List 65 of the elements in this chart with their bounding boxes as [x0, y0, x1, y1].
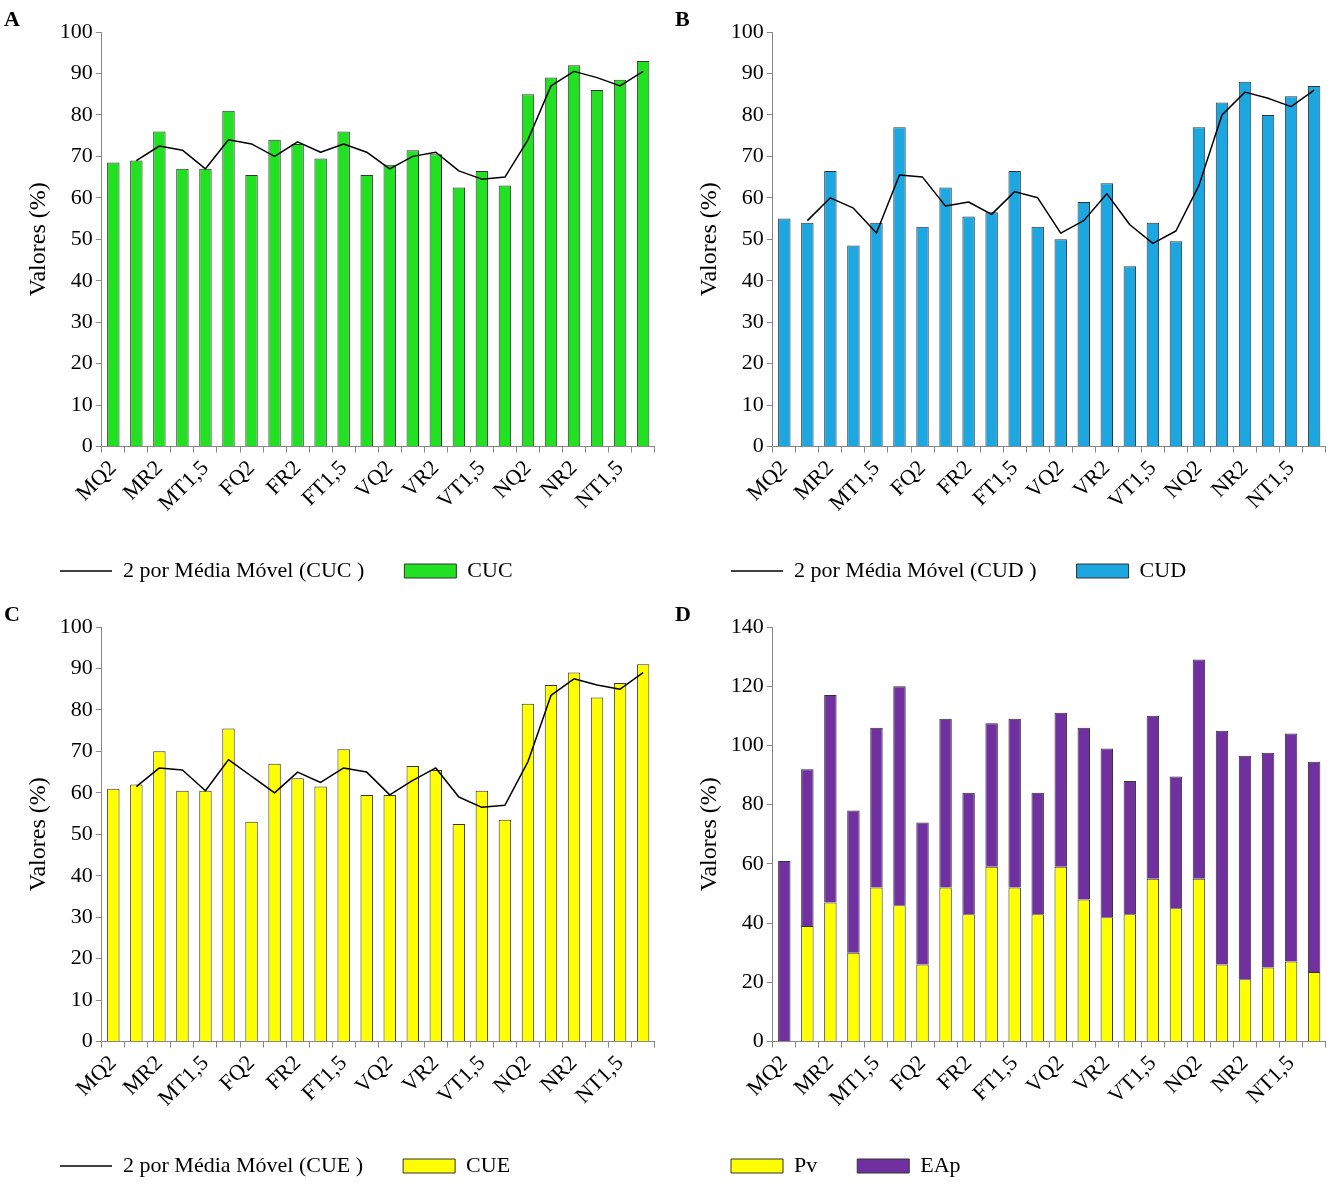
y-tick-label: 10	[70, 985, 93, 1011]
y-tick-label: 80	[70, 695, 93, 721]
x-tick-label: VQ2	[1020, 1049, 1069, 1098]
y-tick-label: 80	[70, 100, 93, 126]
y-tick-label: 0	[752, 432, 764, 458]
y-tick-label: 90	[70, 654, 93, 680]
y-tick-label: 50	[70, 225, 93, 251]
y-tick-label: 40	[741, 266, 764, 292]
y-axis-title: Valores (%)	[23, 182, 50, 297]
y-tick-label: 0	[81, 432, 93, 458]
y-tick-label: 60	[741, 183, 764, 209]
y-tick-label: 10	[741, 390, 764, 416]
y-tick-label: 80	[741, 790, 764, 816]
y-tick-label: 50	[70, 820, 93, 846]
y-tick-label: 120	[730, 672, 764, 697]
y-tick-label: 40	[70, 861, 93, 887]
x-tick-label: VQ2	[349, 1049, 398, 1098]
legend-label: CUC	[467, 556, 513, 582]
y-tick-label: 0	[81, 1027, 93, 1053]
x-tick-label: VQ2	[349, 454, 398, 503]
y-tick-label: 70	[70, 737, 93, 763]
y-tick-label: 20	[741, 349, 764, 375]
legend-label: 2 por Média Móvel (CUD )	[794, 556, 1037, 582]
chart-title: B	[675, 6, 690, 32]
y-tick-label: 90	[741, 59, 764, 85]
y-tick-label: 0	[752, 1027, 764, 1053]
legend-label: EAp	[920, 1151, 961, 1177]
chart-title: D	[675, 601, 691, 627]
y-tick-label: 140	[730, 612, 764, 638]
y-tick-label: 100	[59, 612, 93, 638]
x-tick-label: FQ2	[884, 454, 931, 501]
legend-label: 2 por Média Móvel (CUC )	[123, 556, 365, 582]
y-tick-label: 40	[70, 266, 93, 292]
legend-label: Pv	[794, 1151, 818, 1177]
legend-label: 2 por Média Móvel (CUE )	[123, 1151, 364, 1177]
y-tick-label: 30	[741, 307, 764, 333]
legend-label: CUD	[1139, 556, 1187, 582]
y-tick-label: 100	[730, 731, 764, 757]
y-tick-label: 30	[70, 902, 93, 928]
y-tick-label: 60	[741, 849, 764, 875]
x-tick-label: FQ2	[213, 1049, 260, 1096]
y-tick-label: 50	[741, 225, 764, 251]
y-tick-label: 30	[70, 307, 93, 333]
x-tick-label: FQ2	[213, 454, 260, 501]
y-tick-label: 20	[70, 944, 93, 970]
y-axis-title: Valores (%)	[23, 777, 50, 892]
chart-title: C	[4, 601, 20, 627]
chart-title: A	[4, 6, 20, 32]
legend-label: CUE	[466, 1151, 511, 1177]
y-tick-label: 70	[70, 142, 93, 168]
y-tick-label: 20	[70, 349, 93, 375]
y-tick-label: 100	[730, 17, 764, 43]
y-tick-label: 60	[70, 183, 93, 209]
y-axis-title: Valores (%)	[694, 777, 721, 892]
y-tick-label: 60	[70, 778, 93, 804]
y-tick-label: 20	[741, 968, 764, 994]
x-tick-label: VQ2	[1020, 454, 1069, 503]
y-tick-label: 100	[59, 17, 93, 43]
y-tick-label: 10	[70, 390, 93, 416]
y-tick-label: 40	[741, 908, 764, 934]
y-tick-label: 90	[70, 59, 93, 85]
y-tick-label: 70	[741, 142, 764, 168]
y-axis-title: Valores (%)	[694, 182, 721, 297]
y-tick-label: 80	[741, 100, 764, 126]
x-tick-label: FQ2	[884, 1049, 931, 1096]
